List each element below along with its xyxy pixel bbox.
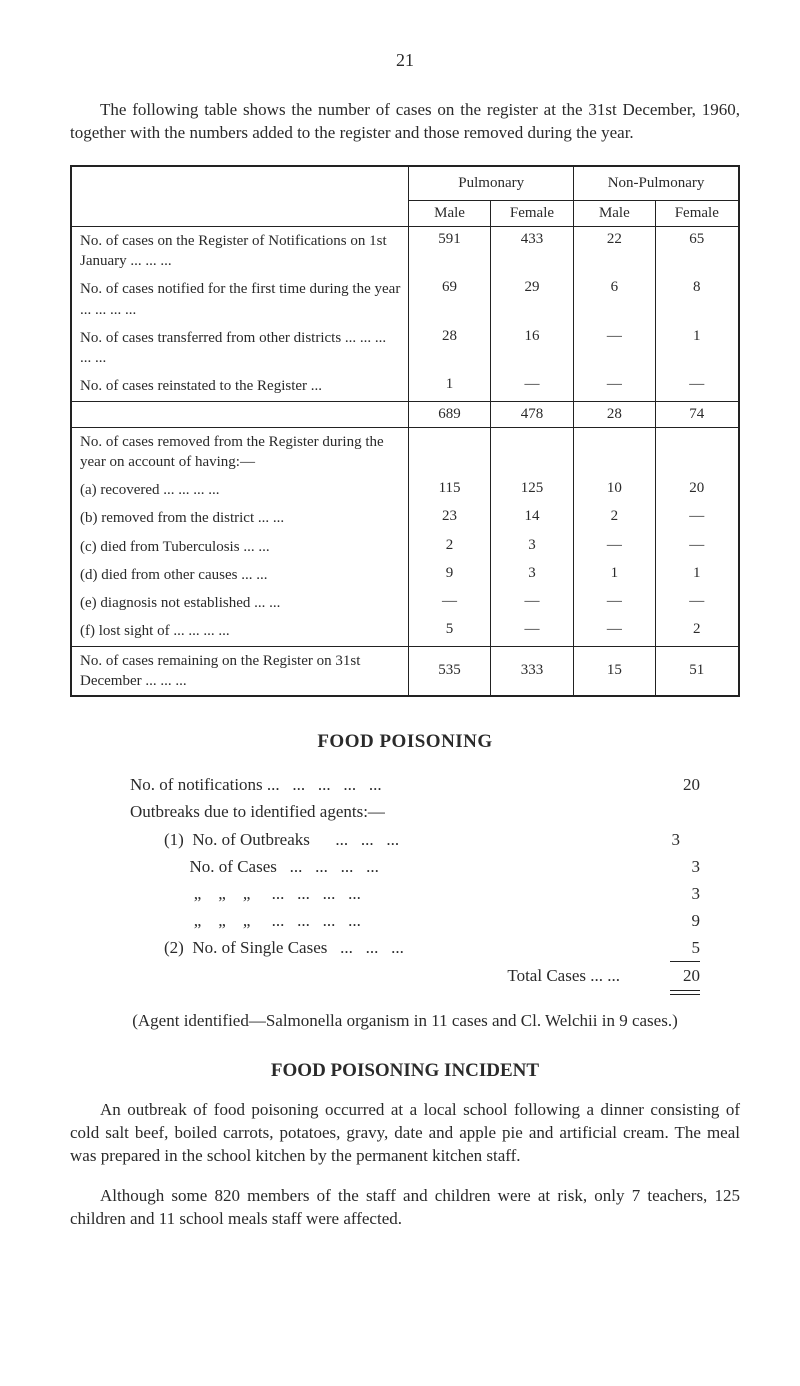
food-poisoning-heading: FOOD POISONING: [70, 731, 740, 753]
table-row: No. of cases reinstated to the Register …: [71, 372, 739, 401]
agent-identified-note: (Agent identified—Salmonella organism in…: [70, 1009, 740, 1033]
incident-para-1: An outbreak of food poisoning occurred a…: [70, 1099, 740, 1168]
col-group-nonpulmonary: Non-Pulmonary: [574, 166, 739, 201]
table-row: (a) recovered ... ... ... ...1151251020: [71, 476, 739, 504]
total-cases-value: 20: [650, 962, 700, 989]
table-row: No. of cases transferred from other dist…: [71, 324, 739, 373]
table-row: No. of cases on the Register of Notifica…: [71, 226, 739, 275]
food-poisoning-list: No. of notifications ... ... ... ... ...…: [130, 771, 700, 961]
list-item: (1) No. of Outbreaks ... ... ...3: [130, 826, 700, 853]
list-item: „ „ „ ... ... ... ...9: [130, 907, 700, 934]
page-container: 21 The following table shows the number …: [0, 0, 800, 1301]
table-row: (b) removed from the district ... ...231…: [71, 504, 739, 532]
table-totals-row: 689 478 28 74: [71, 401, 739, 427]
register-table: Pulmonary Non-Pulmonary Male Female Male…: [70, 165, 740, 697]
intro-paragraph: The following table shows the number of …: [70, 99, 740, 145]
table-row: (d) died from other causes ... ...9311: [71, 561, 739, 589]
table-remaining-row: No. of cases remaining on the Register o…: [71, 646, 739, 696]
col-male-2: Male: [574, 200, 655, 226]
list-item: Outbreaks due to identified agents:—: [130, 798, 700, 825]
incident-para-2: Although some 820 members of the staff a…: [70, 1185, 740, 1231]
col-female-1: Female: [490, 200, 573, 226]
table-row: No. of cases notified for the first time…: [71, 275, 739, 324]
stub-header: [71, 166, 409, 227]
col-female-2: Female: [655, 200, 739, 226]
table-block-2: No. of cases removed from the Register d…: [71, 427, 739, 646]
table-row: (f) lost sight of ... ... ... ...5——2: [71, 617, 739, 646]
food-total-block: Total Cases ... ... 20: [130, 961, 700, 994]
list-item: No. of notifications ... ... ... ... ...…: [130, 771, 700, 798]
table-row: (c) died from Tuberculosis ... ...23——: [71, 533, 739, 561]
list-item: „ „ „ ... ... ... ...3: [130, 880, 700, 907]
table-row: (e) diagnosis not established ... ...———…: [71, 589, 739, 617]
list-item: (2) No. of Single Cases ... ... ...5: [130, 934, 700, 961]
page-number: 21: [70, 50, 740, 71]
total-cases-label: Total Cases ... ...: [130, 962, 650, 989]
list-item: No. of Cases ... ... ... ...3: [130, 853, 700, 880]
table-row: No. of cases removed from the Register d…: [71, 427, 739, 476]
incident-heading: FOOD POISONING INCIDENT: [70, 1060, 740, 1082]
col-male-1: Male: [409, 200, 490, 226]
col-group-pulmonary: Pulmonary: [409, 166, 574, 201]
table-block-1: No. of cases on the Register of Notifica…: [71, 226, 739, 401]
